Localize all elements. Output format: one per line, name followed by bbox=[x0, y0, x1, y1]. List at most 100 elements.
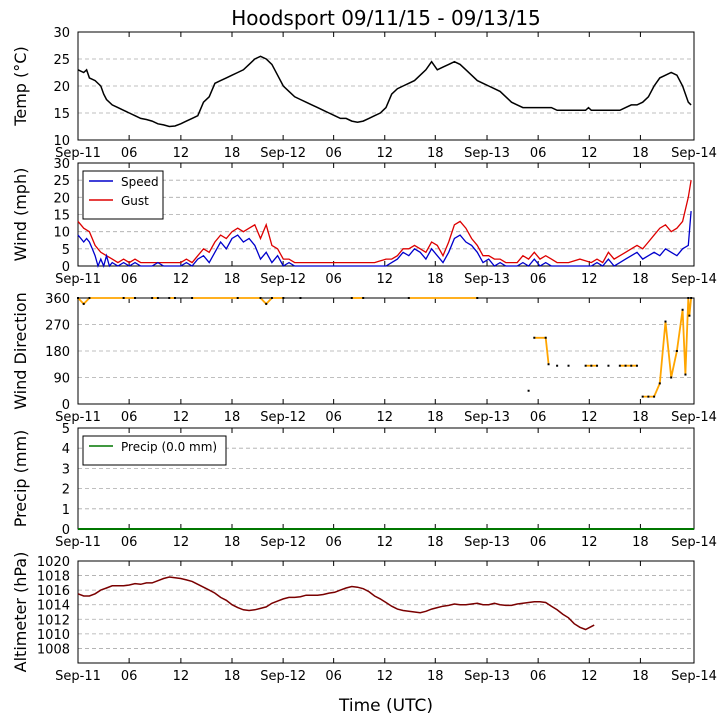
x-tick-label: Sep-13 bbox=[464, 535, 510, 550]
x-tick-label: 18 bbox=[224, 669, 241, 684]
x-tick-label: 12 bbox=[581, 410, 598, 425]
x-tick-label: Sep-11 bbox=[55, 410, 101, 425]
x-tick-label: 12 bbox=[173, 535, 190, 550]
x-tick-label: 06 bbox=[325, 410, 342, 425]
y-tick-label: 1012 bbox=[37, 613, 70, 628]
y-tick-label: 1014 bbox=[37, 599, 70, 614]
x-tick-label: 06 bbox=[121, 535, 138, 550]
direction-point bbox=[362, 297, 365, 299]
legend-label: Precip (0.0 mm) bbox=[121, 440, 217, 454]
y-tick-label: 0 bbox=[62, 398, 70, 413]
direction-point bbox=[556, 364, 559, 367]
x-axis-label: Time (UTC) bbox=[338, 696, 433, 716]
y-tick-label: 270 bbox=[45, 319, 70, 334]
direction-point bbox=[151, 297, 154, 299]
x-tick-label: Sep-14 bbox=[671, 535, 717, 550]
x-tick-label: Sep-14 bbox=[671, 410, 717, 425]
x-tick-label: 12 bbox=[173, 410, 190, 425]
direction-point bbox=[299, 297, 302, 299]
x-tick-label: 06 bbox=[325, 272, 342, 287]
direction-line bbox=[77, 297, 135, 306]
x-tick-label: 12 bbox=[173, 272, 190, 287]
y-tick-label: 30 bbox=[53, 157, 70, 172]
x-tick-label: 06 bbox=[530, 272, 547, 287]
speed-line bbox=[77, 211, 692, 269]
x-tick-label: 06 bbox=[325, 535, 342, 550]
direction-point bbox=[670, 376, 673, 379]
direction-point bbox=[658, 382, 661, 385]
x-tick-label: 06 bbox=[530, 669, 547, 684]
direction-point bbox=[77, 297, 79, 299]
x-tick-label: 06 bbox=[121, 146, 138, 161]
direction-point bbox=[687, 297, 690, 299]
x-tick-label: 06 bbox=[325, 669, 342, 684]
x-tick-label: Sep-11 bbox=[55, 669, 101, 684]
y-tick-label: 1008 bbox=[37, 642, 70, 657]
y-axis-label: Precip (mm) bbox=[11, 430, 30, 528]
panel-1: 0 5 10 15 20 25 30 Sep-11 06 12 18 Sep-12 06 12 18 Sep-… bbox=[11, 157, 717, 287]
x-tick-label: 18 bbox=[224, 146, 241, 161]
x-tick-label: 12 bbox=[376, 146, 393, 161]
y-tick-label: 10 bbox=[53, 226, 70, 241]
panel-0: 10 15 20 25 30 Sep-11 06 12 18 Sep-12 06 12 18 Sep-13… bbox=[11, 26, 717, 161]
direction-point bbox=[191, 297, 194, 299]
x-tick-label: 18 bbox=[224, 535, 241, 550]
direction-point bbox=[596, 364, 599, 367]
direction-point bbox=[618, 364, 621, 367]
direction-point bbox=[647, 395, 650, 398]
direction-line bbox=[642, 297, 692, 398]
y-tick-label: 3 bbox=[62, 462, 70, 477]
direction-point bbox=[265, 302, 268, 305]
x-tick-label: Sep-12 bbox=[260, 410, 306, 425]
y-tick-label: 25 bbox=[53, 53, 70, 68]
direction-point bbox=[607, 364, 610, 367]
direction-point bbox=[282, 297, 285, 299]
direction-point bbox=[635, 364, 638, 367]
direction-point bbox=[684, 373, 687, 376]
x-tick-label: Sep-11 bbox=[55, 272, 101, 287]
axes-frame bbox=[77, 31, 695, 141]
direction-point bbox=[350, 297, 353, 299]
direction-point bbox=[122, 297, 125, 299]
direction-point bbox=[590, 364, 593, 367]
x-tick-label: Sep-13 bbox=[464, 410, 510, 425]
y-tick-label: 1020 bbox=[37, 555, 70, 570]
y-tick-label: 180 bbox=[45, 345, 70, 360]
y-tick-label: 20 bbox=[53, 191, 70, 206]
x-tick-label: 06 bbox=[530, 146, 547, 161]
y-tick-label: 5 bbox=[62, 243, 70, 258]
x-tick-label: 18 bbox=[632, 272, 649, 287]
axes-frame bbox=[77, 297, 695, 405]
x-tick-label: Sep-12 bbox=[260, 272, 306, 287]
direction-point bbox=[168, 297, 171, 299]
axes-frame bbox=[77, 560, 695, 664]
panel-2: 0 90 180 270 360 Sep-11 06 12 18 Sep-12 06 12 18 Sep-… bbox=[11, 292, 717, 425]
x-tick-label: 18 bbox=[427, 272, 444, 287]
direction-point bbox=[236, 297, 239, 299]
temp-line bbox=[77, 55, 692, 128]
x-tick-label: 18 bbox=[427, 146, 444, 161]
x-tick-label: 18 bbox=[427, 410, 444, 425]
x-tick-label: 18 bbox=[427, 669, 444, 684]
direction-point bbox=[527, 389, 530, 392]
direction-line bbox=[192, 297, 284, 306]
direction-point bbox=[675, 350, 678, 352]
x-tick-label: Sep-14 bbox=[671, 669, 717, 684]
x-tick-label: Sep-12 bbox=[260, 146, 306, 161]
legend: Precip (0.0 mm) bbox=[82, 435, 227, 466]
direction-point bbox=[407, 297, 410, 299]
y-tick-label: 1010 bbox=[37, 628, 70, 643]
y-tick-label: 25 bbox=[53, 174, 70, 189]
direction-point bbox=[688, 314, 691, 317]
direction-point bbox=[567, 364, 570, 367]
x-tick-label: Sep-14 bbox=[671, 272, 717, 287]
direction-point bbox=[624, 364, 627, 367]
direction-point bbox=[270, 297, 273, 299]
y-tick-label: 0 bbox=[62, 523, 70, 538]
x-tick-label: Sep-13 bbox=[464, 669, 510, 684]
y-axis-label: Altimeter (hPa) bbox=[11, 552, 30, 673]
direction-point bbox=[259, 297, 262, 299]
y-tick-label: 1 bbox=[62, 503, 70, 518]
